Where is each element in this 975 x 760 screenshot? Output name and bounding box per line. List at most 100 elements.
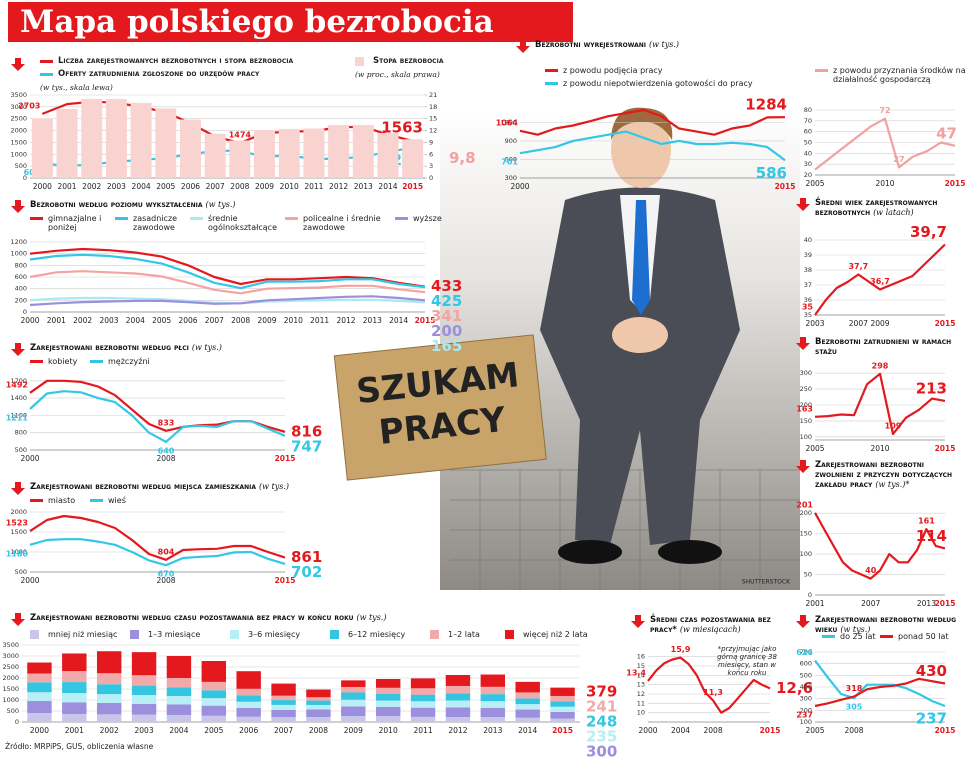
- bar: [306, 689, 331, 698]
- legend-marker: [30, 499, 43, 502]
- y-tick-label: 400: [800, 683, 812, 691]
- bar: [341, 699, 366, 707]
- bar: [306, 709, 331, 718]
- x-tick-label: 2011: [304, 182, 323, 191]
- line: [647, 656, 771, 714]
- bar: [445, 674, 471, 686]
- x-tick-label: 2014: [518, 726, 537, 735]
- y-tick-label: 3000: [2, 652, 19, 660]
- data-label: 15,9: [671, 645, 691, 654]
- chart-unit: (w tys.): [649, 40, 680, 49]
- line: [29, 247, 426, 288]
- bar: [550, 687, 575, 696]
- chart-title-text: Zarejestrowani bezrobotni według wieku: [815, 615, 957, 635]
- bar: [96, 673, 122, 685]
- legend-marker: [395, 217, 408, 220]
- bar: [201, 681, 227, 691]
- data-label: 1064: [496, 118, 519, 127]
- bar: [341, 680, 366, 687]
- line: [29, 390, 286, 443]
- x-tick-label: 2012: [329, 182, 348, 191]
- bar: [27, 673, 52, 683]
- line: [814, 677, 946, 708]
- bar: [480, 694, 506, 702]
- bar: [96, 684, 122, 695]
- y-tick-label: 800: [15, 261, 27, 269]
- legend-marker: [822, 635, 835, 638]
- data-label: 35: [802, 303, 814, 312]
- y-tick-label: 1500: [10, 528, 27, 536]
- title-arrow: [631, 615, 645, 628]
- bar: [410, 688, 436, 695]
- bar: [27, 701, 52, 714]
- x-tick-label: 2011: [414, 726, 433, 735]
- x-tick-label: 2003: [135, 726, 154, 735]
- bar: [131, 714, 157, 722]
- x-tick-label: 2007: [861, 599, 880, 608]
- x-tick-label: 2009: [255, 182, 274, 191]
- x-tick-label: 2014: [378, 182, 397, 191]
- legend-entry: 3–6 miesięcy: [230, 630, 338, 639]
- bar: [27, 692, 52, 702]
- line: [814, 512, 946, 580]
- x-tick-label: 2010: [875, 179, 894, 188]
- x-tick-label: 2002: [82, 182, 101, 191]
- chart: 0 500 1000 1500 2000 2500 3000 3500 0 3 6 9 12 15 18 21…: [10, 91, 475, 191]
- y-tick-label: 500: [800, 671, 812, 679]
- bar: [131, 652, 157, 676]
- bar: [515, 698, 540, 705]
- x-tick-label: 2015: [275, 454, 296, 463]
- y-tick-label: 100: [800, 718, 812, 726]
- x-tick-label: 2015: [935, 444, 956, 453]
- data-label: 626: [796, 648, 813, 657]
- legend-entry: miasto: [30, 496, 108, 505]
- line: [519, 130, 786, 162]
- bar: [375, 693, 401, 701]
- y-tick-label: 14: [637, 671, 645, 679]
- x-tick-label: 2006: [178, 316, 197, 325]
- legend-marker: [285, 217, 298, 220]
- data-label: 747: [291, 437, 322, 455]
- bar: [155, 108, 177, 178]
- y-tick-label: 1200: [500, 118, 517, 126]
- y-tick-label: 250: [800, 385, 812, 393]
- title-arrow: [11, 200, 25, 213]
- x-tick-label: 2015: [775, 182, 796, 191]
- x-tick-label: 2008: [309, 726, 328, 735]
- y2-tick-label: 15: [429, 115, 437, 123]
- x-tick-label: 2002: [100, 726, 119, 735]
- bar: [480, 716, 506, 722]
- bar: [166, 714, 192, 722]
- legend-entry: 6–12 miesięcy: [330, 630, 438, 639]
- x-tick-label: 2004: [132, 182, 151, 191]
- y2-tick-label: 0: [429, 174, 433, 182]
- bar: [377, 132, 399, 178]
- y2-tick-label: 3: [429, 162, 433, 170]
- y-tick-label: 1000: [10, 548, 27, 556]
- y-tick-label: 3000: [10, 103, 27, 111]
- x-tick-label: 2010: [284, 316, 303, 325]
- bar: [96, 651, 122, 674]
- chart-title: Średni wiek zarejestrowanych bezrobotnyc…: [815, 198, 960, 218]
- data-label: 1474: [229, 131, 252, 140]
- y-tick-label: 20: [804, 171, 812, 179]
- bar: [375, 679, 401, 688]
- legend-label: 3–6 miesięcy: [248, 630, 301, 639]
- title-arrow: [516, 40, 530, 53]
- chart-title: Zarejestrowani bezrobotni zwolnieni z pr…: [815, 460, 960, 490]
- x-tick-label: 2015: [275, 576, 296, 585]
- bar: [328, 125, 350, 178]
- y-tick-label: 10: [637, 709, 645, 717]
- bar: [515, 717, 540, 722]
- y-tick-label: 200: [800, 401, 812, 409]
- x-tick-label: 2000: [510, 182, 529, 191]
- bar: [201, 715, 227, 722]
- x-tick-label: 2000: [20, 316, 39, 325]
- data-label: 27: [893, 155, 904, 164]
- bar: [445, 685, 471, 694]
- bar: [166, 687, 192, 697]
- x-tick-label: 2009: [870, 319, 889, 328]
- suit: [540, 187, 740, 545]
